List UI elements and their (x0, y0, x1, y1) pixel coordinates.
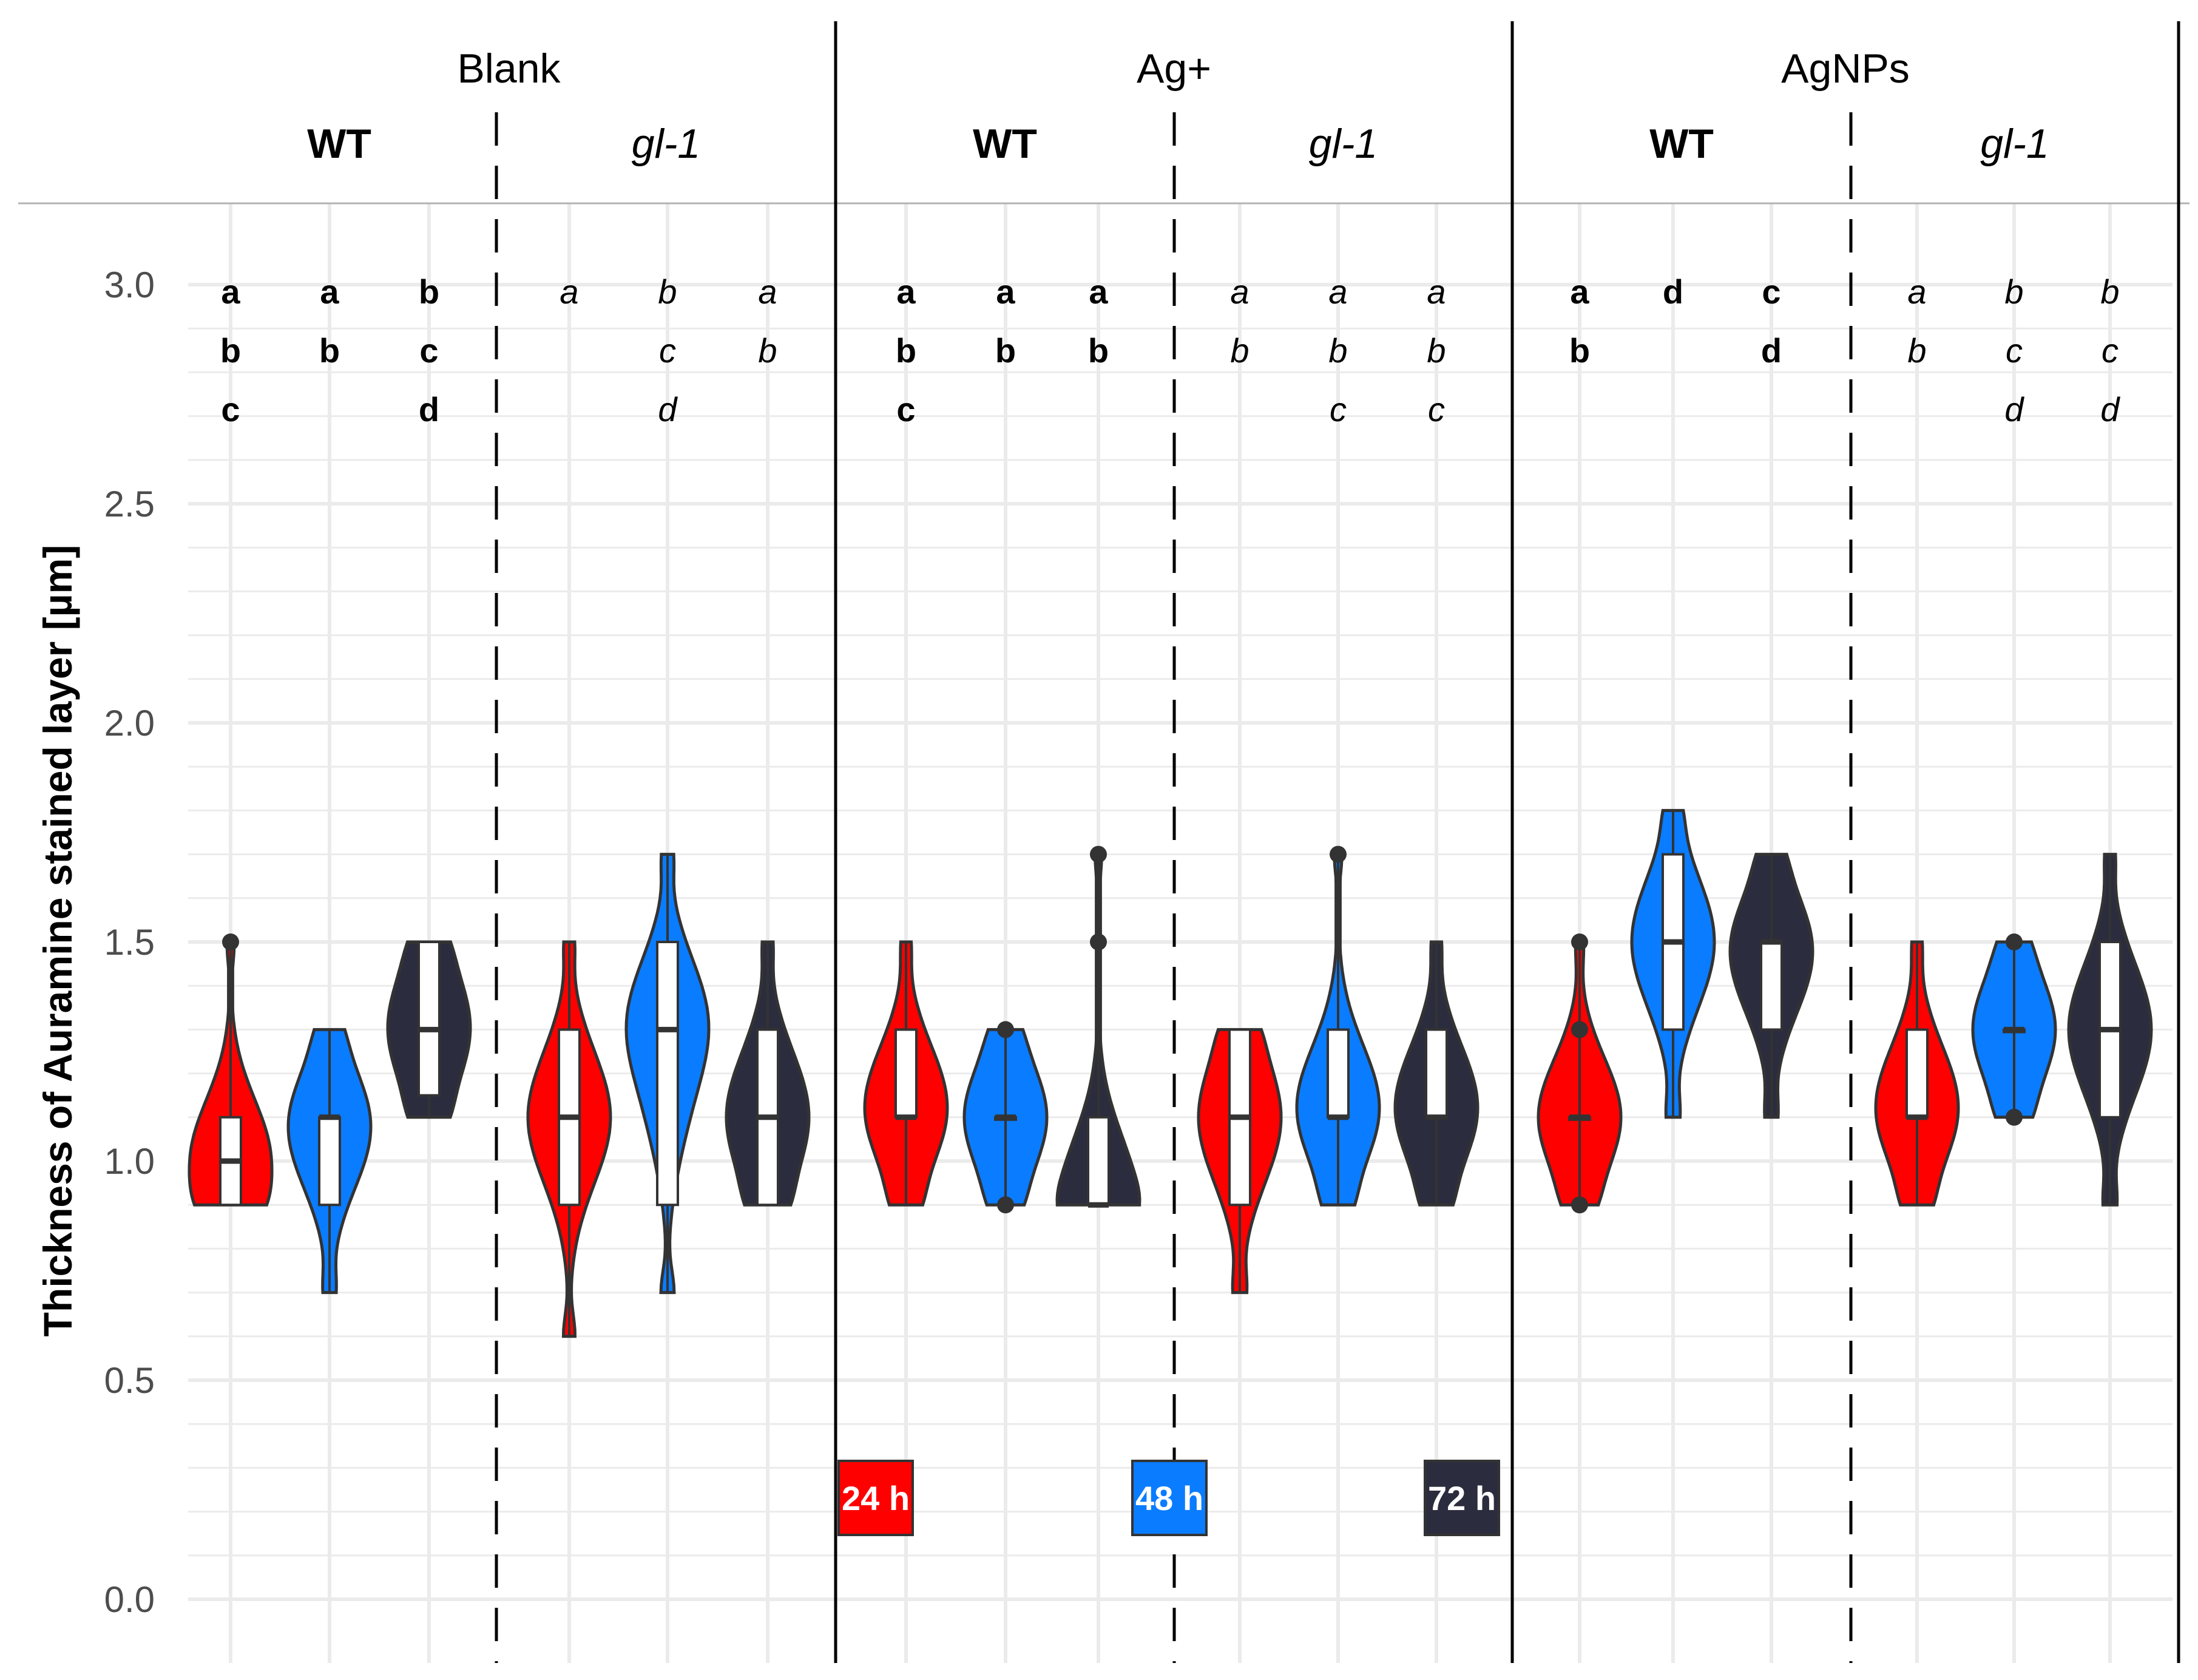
significance-letter: b (1569, 331, 1590, 370)
genotype-label: WT (1649, 121, 1714, 167)
significance-letter: a (896, 273, 916, 311)
significance-letter: c (2006, 331, 2023, 370)
outlier-point (2006, 1108, 2023, 1126)
significance-letter: b (1328, 331, 1347, 370)
significance-letter: b (1427, 331, 1446, 370)
significance-letter: d (2100, 390, 2120, 428)
y-tick-label: 1.5 (104, 922, 155, 963)
significance-letter: b (2004, 273, 2023, 311)
genotype-label: WT (307, 121, 371, 167)
outlier-point (997, 1021, 1014, 1038)
outlier-point (1571, 1021, 1588, 1038)
significance-letter: a (221, 273, 240, 311)
legend: 24 h 48 h 72 h (837, 1460, 1500, 1536)
y-tick-label: 2.5 (104, 484, 155, 524)
box (318, 1116, 341, 1207)
significance-letter: c (221, 390, 240, 428)
y-tick-label: 2.0 (104, 703, 155, 743)
significance-letter: b (220, 331, 241, 370)
significance-letter: c (659, 331, 676, 370)
significance-letter: b (319, 331, 340, 370)
panel-title: Blank (457, 46, 561, 92)
significance-letter: b (2100, 273, 2119, 311)
legend-label: 48 h (1135, 1479, 1203, 1517)
outlier-point (1090, 845, 1107, 863)
outlier-point (997, 1196, 1014, 1214)
genotype-label: WT (973, 121, 1037, 167)
legend-label: 24 h (842, 1479, 910, 1517)
significance-letter: a (1907, 273, 1926, 311)
y-axis: Thickness of Auramine stained layer [µm]… (35, 265, 155, 1620)
box (656, 941, 679, 1207)
outlier-point (1571, 1196, 1588, 1214)
outlier-point (2006, 933, 2023, 950)
significance-letter: a (1089, 273, 1108, 311)
significance-letter: a (758, 273, 777, 311)
y-tick-label: 0.0 (104, 1579, 155, 1620)
significance-letter: b (995, 331, 1016, 370)
significance-letter: b (896, 331, 916, 370)
significance-letter: a (996, 273, 1015, 311)
significance-letter: a (1230, 273, 1249, 311)
legend-swatch (837, 1460, 914, 1536)
box (1425, 1028, 1448, 1119)
significance-letter: c (1330, 390, 1347, 428)
significance-letter: c (1428, 390, 1445, 428)
significance-letter: a (560, 273, 578, 311)
legend-swatch (1131, 1460, 1208, 1536)
genotype-label: gl-1 (632, 121, 700, 167)
y-tick-label: 1.0 (104, 1141, 155, 1182)
y-tick-label: 3.0 (104, 265, 155, 305)
genotype-label: gl-1 (1309, 121, 1378, 167)
significance-letter: d (419, 390, 439, 428)
significance-letter: c (1762, 273, 1780, 311)
significance-letter: a (320, 273, 339, 311)
legend-swatch (1424, 1460, 1500, 1536)
significance-letter: b (658, 273, 677, 311)
legend-label: 72 h (1428, 1479, 1496, 1517)
significance-letter: d (1663, 273, 1683, 311)
box (418, 941, 441, 1097)
significance-letter: a (1570, 273, 1589, 311)
significance-letter: c (896, 390, 915, 428)
box (1905, 1028, 1929, 1119)
genotype-label: gl-1 (1980, 121, 2049, 167)
panel-title: Ag+ (1137, 46, 1211, 92)
outlier-point (222, 933, 239, 950)
significance-letter: b (1230, 331, 1249, 370)
significance-letter: b (758, 331, 777, 370)
box (1760, 941, 1783, 1031)
box (1087, 1116, 1110, 1207)
y-axis-label: Thickness of Auramine stained layer [µm] (35, 545, 80, 1337)
outlier-point (1090, 933, 1107, 950)
significance-letter: b (419, 273, 439, 311)
significance-letter: b (1088, 331, 1109, 370)
box (894, 1028, 918, 1119)
grid-layer (188, 203, 2173, 1663)
panel-title: AgNPs (1781, 46, 1910, 92)
significance-letter: d (658, 390, 678, 428)
significance-letter: c (419, 331, 438, 370)
outlier-point (1571, 933, 1588, 950)
significance-letter: d (1761, 331, 1782, 370)
significance-letter: a (1328, 273, 1347, 311)
outlier-point (1330, 845, 1347, 863)
box (1327, 1028, 1350, 1119)
facet-headers: WT gl-1 Blank WT gl-1 Ag+ WT gl-1 AgNPs (18, 21, 2190, 1663)
significance-letter: c (2102, 331, 2119, 370)
significance-letter: d (2004, 390, 2024, 428)
y-tick-label: 0.5 (104, 1360, 155, 1401)
significance-letter: b (1907, 331, 1926, 370)
significance-letter: a (1427, 273, 1446, 311)
